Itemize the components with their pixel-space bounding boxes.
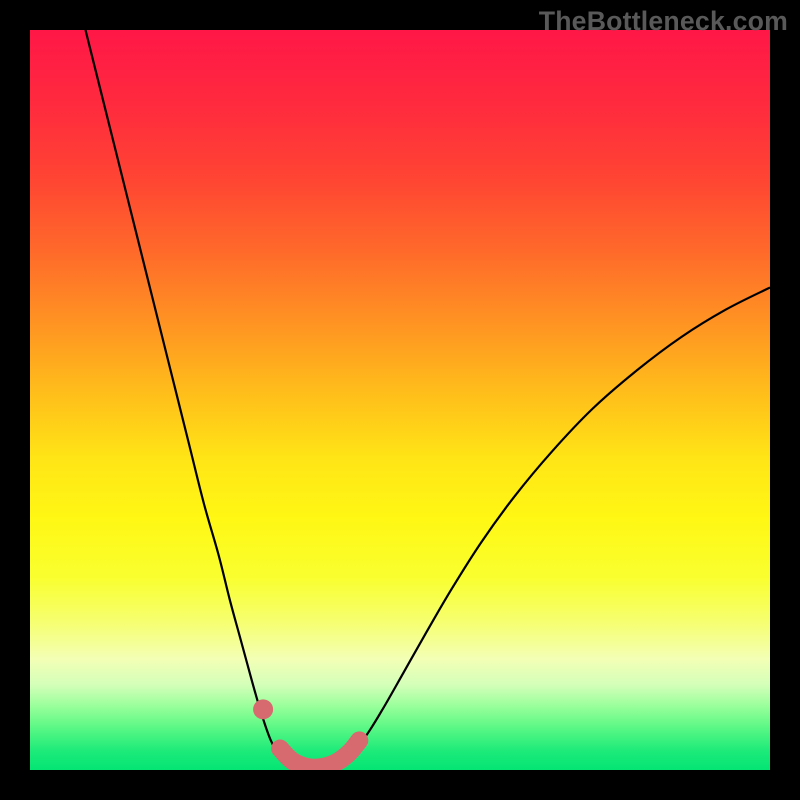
watermark-text: TheBottleneck.com bbox=[539, 6, 788, 37]
chart-svg bbox=[0, 0, 800, 800]
highlight-dot bbox=[253, 699, 273, 719]
chart-canvas: TheBottleneck.com bbox=[0, 0, 800, 800]
plot-area bbox=[30, 30, 770, 770]
